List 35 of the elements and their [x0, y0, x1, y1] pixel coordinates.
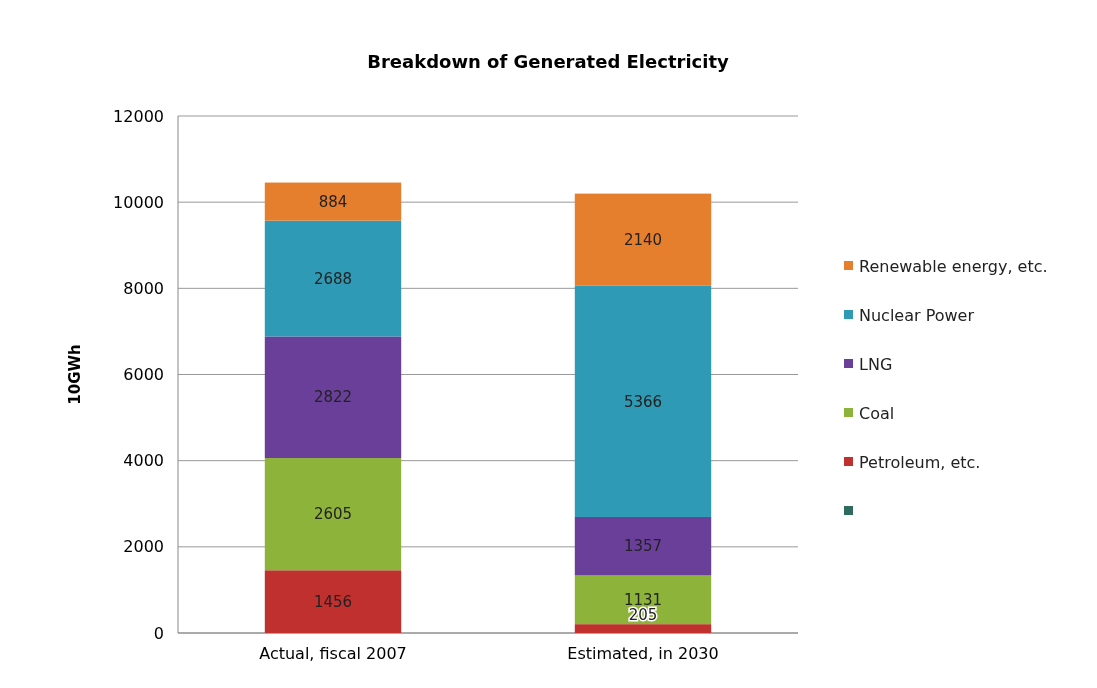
bar [574, 575, 712, 625]
y-tick-label: 8000 [123, 278, 164, 298]
bar [264, 458, 402, 571]
chart-title: Breakdown of Generated Electricity [367, 51, 730, 72]
bar [264, 336, 402, 459]
bar [264, 220, 402, 337]
y-tick-label: 12000 [113, 106, 164, 126]
bar [264, 570, 402, 633]
x-tick-label: Estimated, in 2030 [567, 644, 719, 663]
y-tick-label: 4000 [123, 451, 164, 471]
bar [574, 516, 712, 576]
legend-label: Renewable energy, etc. [859, 256, 1048, 276]
data-label: 2140 [623, 230, 663, 249]
y-tick-label: 2000 [123, 537, 164, 557]
y-axis-title: 10GWh [66, 344, 84, 405]
y-tick-label: 0 [153, 623, 164, 643]
data-label: 5366 [623, 392, 663, 411]
x-tick-label: Actual, fiscal 2007 [259, 644, 407, 663]
data-label: 2822 [313, 388, 353, 407]
data-label: 2688 [313, 269, 353, 288]
legend-label: LNG [859, 354, 893, 374]
y-tick-label: 6000 [123, 365, 164, 385]
bar [574, 285, 712, 517]
data-label: 884 [318, 192, 348, 211]
data-label: 2605 [313, 505, 353, 524]
bar [574, 624, 712, 633]
data-label: 1357 [623, 537, 663, 556]
data-label: 1456 [313, 592, 353, 611]
legend-label: Nuclear Power [859, 305, 975, 325]
legend-label: Coal [859, 403, 895, 423]
bar [574, 193, 712, 286]
data-label: 205 [628, 606, 658, 625]
y-tick-label: 10000 [113, 192, 164, 212]
bar [264, 182, 402, 221]
legend-label: Petroleum, etc. [859, 452, 981, 472]
